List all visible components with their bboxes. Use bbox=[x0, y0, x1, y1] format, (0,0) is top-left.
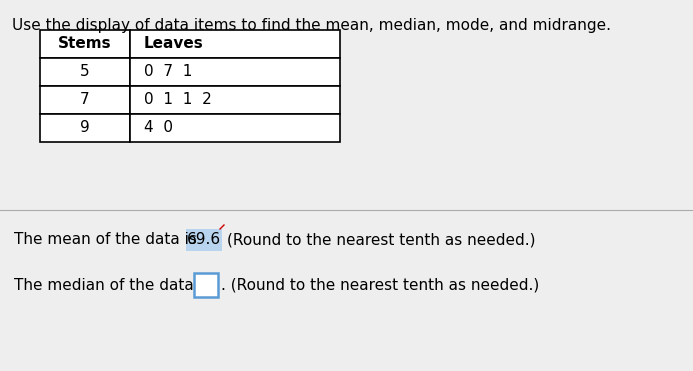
Text: 0  1  1  2: 0 1 1 2 bbox=[144, 92, 212, 108]
Text: 5: 5 bbox=[80, 65, 90, 79]
Text: 4  0: 4 0 bbox=[144, 121, 173, 135]
Text: The mean of the data is: The mean of the data is bbox=[14, 233, 202, 247]
Text: . (Round to the nearest tenth as needed.): . (Round to the nearest tenth as needed.… bbox=[221, 278, 539, 292]
Text: Use the display of data items to find the mean, median, mode, and midrange.: Use the display of data items to find th… bbox=[12, 18, 611, 33]
Bar bbox=[130, 30, 340, 58]
Text: 69.6: 69.6 bbox=[187, 233, 221, 247]
Bar bbox=[40, 86, 130, 114]
Text: Stems: Stems bbox=[58, 36, 112, 52]
Text: 7: 7 bbox=[80, 92, 90, 108]
Bar bbox=[194, 273, 218, 297]
Text: The median of the data is: The median of the data is bbox=[14, 278, 216, 292]
Bar bbox=[40, 30, 130, 58]
Bar bbox=[130, 114, 340, 142]
Bar bbox=[130, 58, 340, 86]
Bar bbox=[40, 114, 130, 142]
Text: 9: 9 bbox=[80, 121, 90, 135]
Text: Leaves: Leaves bbox=[144, 36, 204, 52]
Bar bbox=[40, 58, 130, 86]
Text: 0  7  1: 0 7 1 bbox=[144, 65, 193, 79]
Text: (Round to the nearest tenth as needed.): (Round to the nearest tenth as needed.) bbox=[227, 233, 536, 247]
Bar bbox=[130, 86, 340, 114]
Bar bbox=[186, 229, 222, 251]
